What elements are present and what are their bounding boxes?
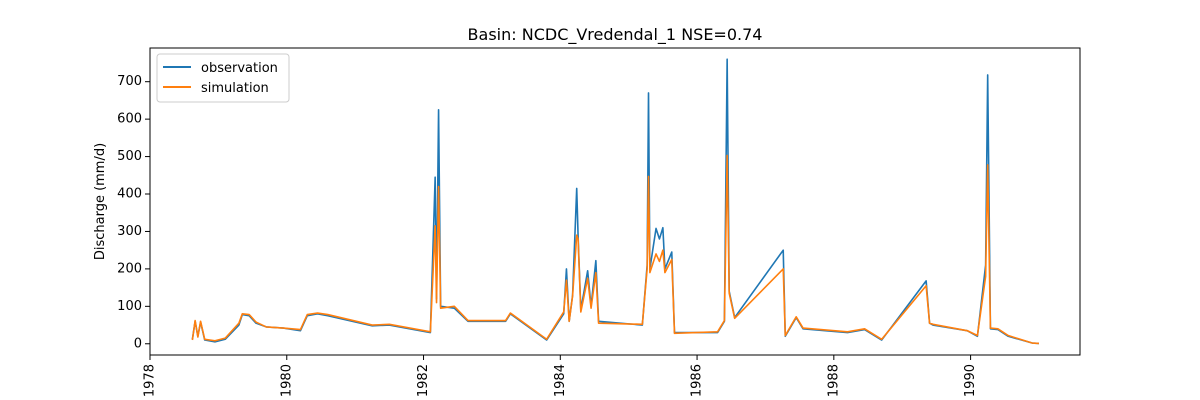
y-axis-label: Discharge (mm/d): [93, 143, 108, 260]
y-tick-label: 300: [117, 224, 142, 239]
y-tick-label: 700: [117, 74, 142, 89]
x-tick-label: 1980: [279, 364, 294, 397]
x-tick-label: 1990: [963, 364, 978, 397]
y-tick-label: 100: [117, 299, 142, 314]
y-tick-label: 600: [117, 112, 142, 127]
chart-title: Basin: NCDC_Vredendal_1 NSE=0.74: [468, 25, 763, 45]
legend: observation simulation: [156, 53, 290, 103]
x-tick-label: 1982: [416, 364, 431, 397]
plot-frame: [149, 47, 1081, 356]
y-tick-label: 500: [117, 149, 142, 164]
y-axis: 0 100 200 300 400 500 600 700: [117, 74, 150, 351]
y-tick-label: 400: [117, 187, 142, 202]
x-tick-label: 1986: [690, 364, 705, 397]
y-tick-label: 200: [117, 261, 142, 276]
x-tick-label: 1984: [553, 364, 568, 397]
series-line-simulation: [191, 154, 1040, 345]
plot-area: [191, 58, 1040, 345]
legend-label-simulation: simulation: [201, 81, 269, 96]
y-tick-label: 0: [134, 336, 142, 351]
x-tick-label: 1988: [826, 364, 841, 397]
x-tick-label: 1978: [143, 364, 158, 397]
legend-label-observation: observation: [201, 61, 278, 76]
x-axis: 1978 1980 1982 1984 1986 1988 1990: [143, 355, 978, 397]
